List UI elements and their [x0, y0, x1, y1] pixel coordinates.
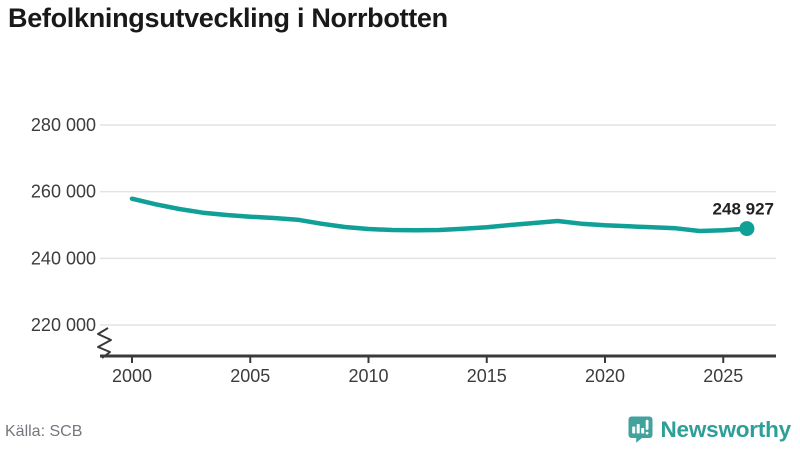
chart-title: Befolkningsutveckling i Norrbotten: [8, 3, 448, 33]
newsworthy-logo: Newsworthy: [628, 416, 791, 443]
x-axis-tick-label: 2000: [112, 366, 152, 386]
population-line: [129, 196, 750, 234]
population-line-chart: 280 000 260 000 240 000 220 000 2000 2005 2010…: [31, 115, 776, 386]
exclamation-bar: [646, 419, 649, 430]
exclamation-dot: [646, 431, 649, 435]
x-axis-tick-label: 2010: [348, 366, 388, 386]
y-axis-tick-label: 220 000: [31, 315, 96, 335]
brand-name: Newsworthy: [660, 416, 791, 442]
x-axis-tick-label: 2025: [703, 366, 743, 386]
bar-3: [641, 428, 645, 434]
axis-break-icon: [97, 327, 112, 359]
newsworthy-logo-icon: [628, 416, 653, 443]
bar-2: [637, 424, 641, 434]
source-note: Källa: SCB: [5, 423, 83, 440]
x-axis-tick-label: 2015: [467, 366, 507, 386]
y-axis-tick-label: 260 000: [31, 182, 96, 202]
bar-1: [632, 426, 636, 434]
y-axis-tick-label: 280 000: [31, 115, 96, 135]
latest-value-dot: [739, 221, 755, 237]
x-axis-tick-label: 2020: [585, 366, 625, 386]
latest-value-label: 248 927: [713, 200, 774, 219]
x-axis-tick-label: 2005: [230, 366, 270, 386]
y-axis-tick-label: 240 000: [31, 248, 96, 268]
speech-bubble-shape: [628, 416, 653, 443]
